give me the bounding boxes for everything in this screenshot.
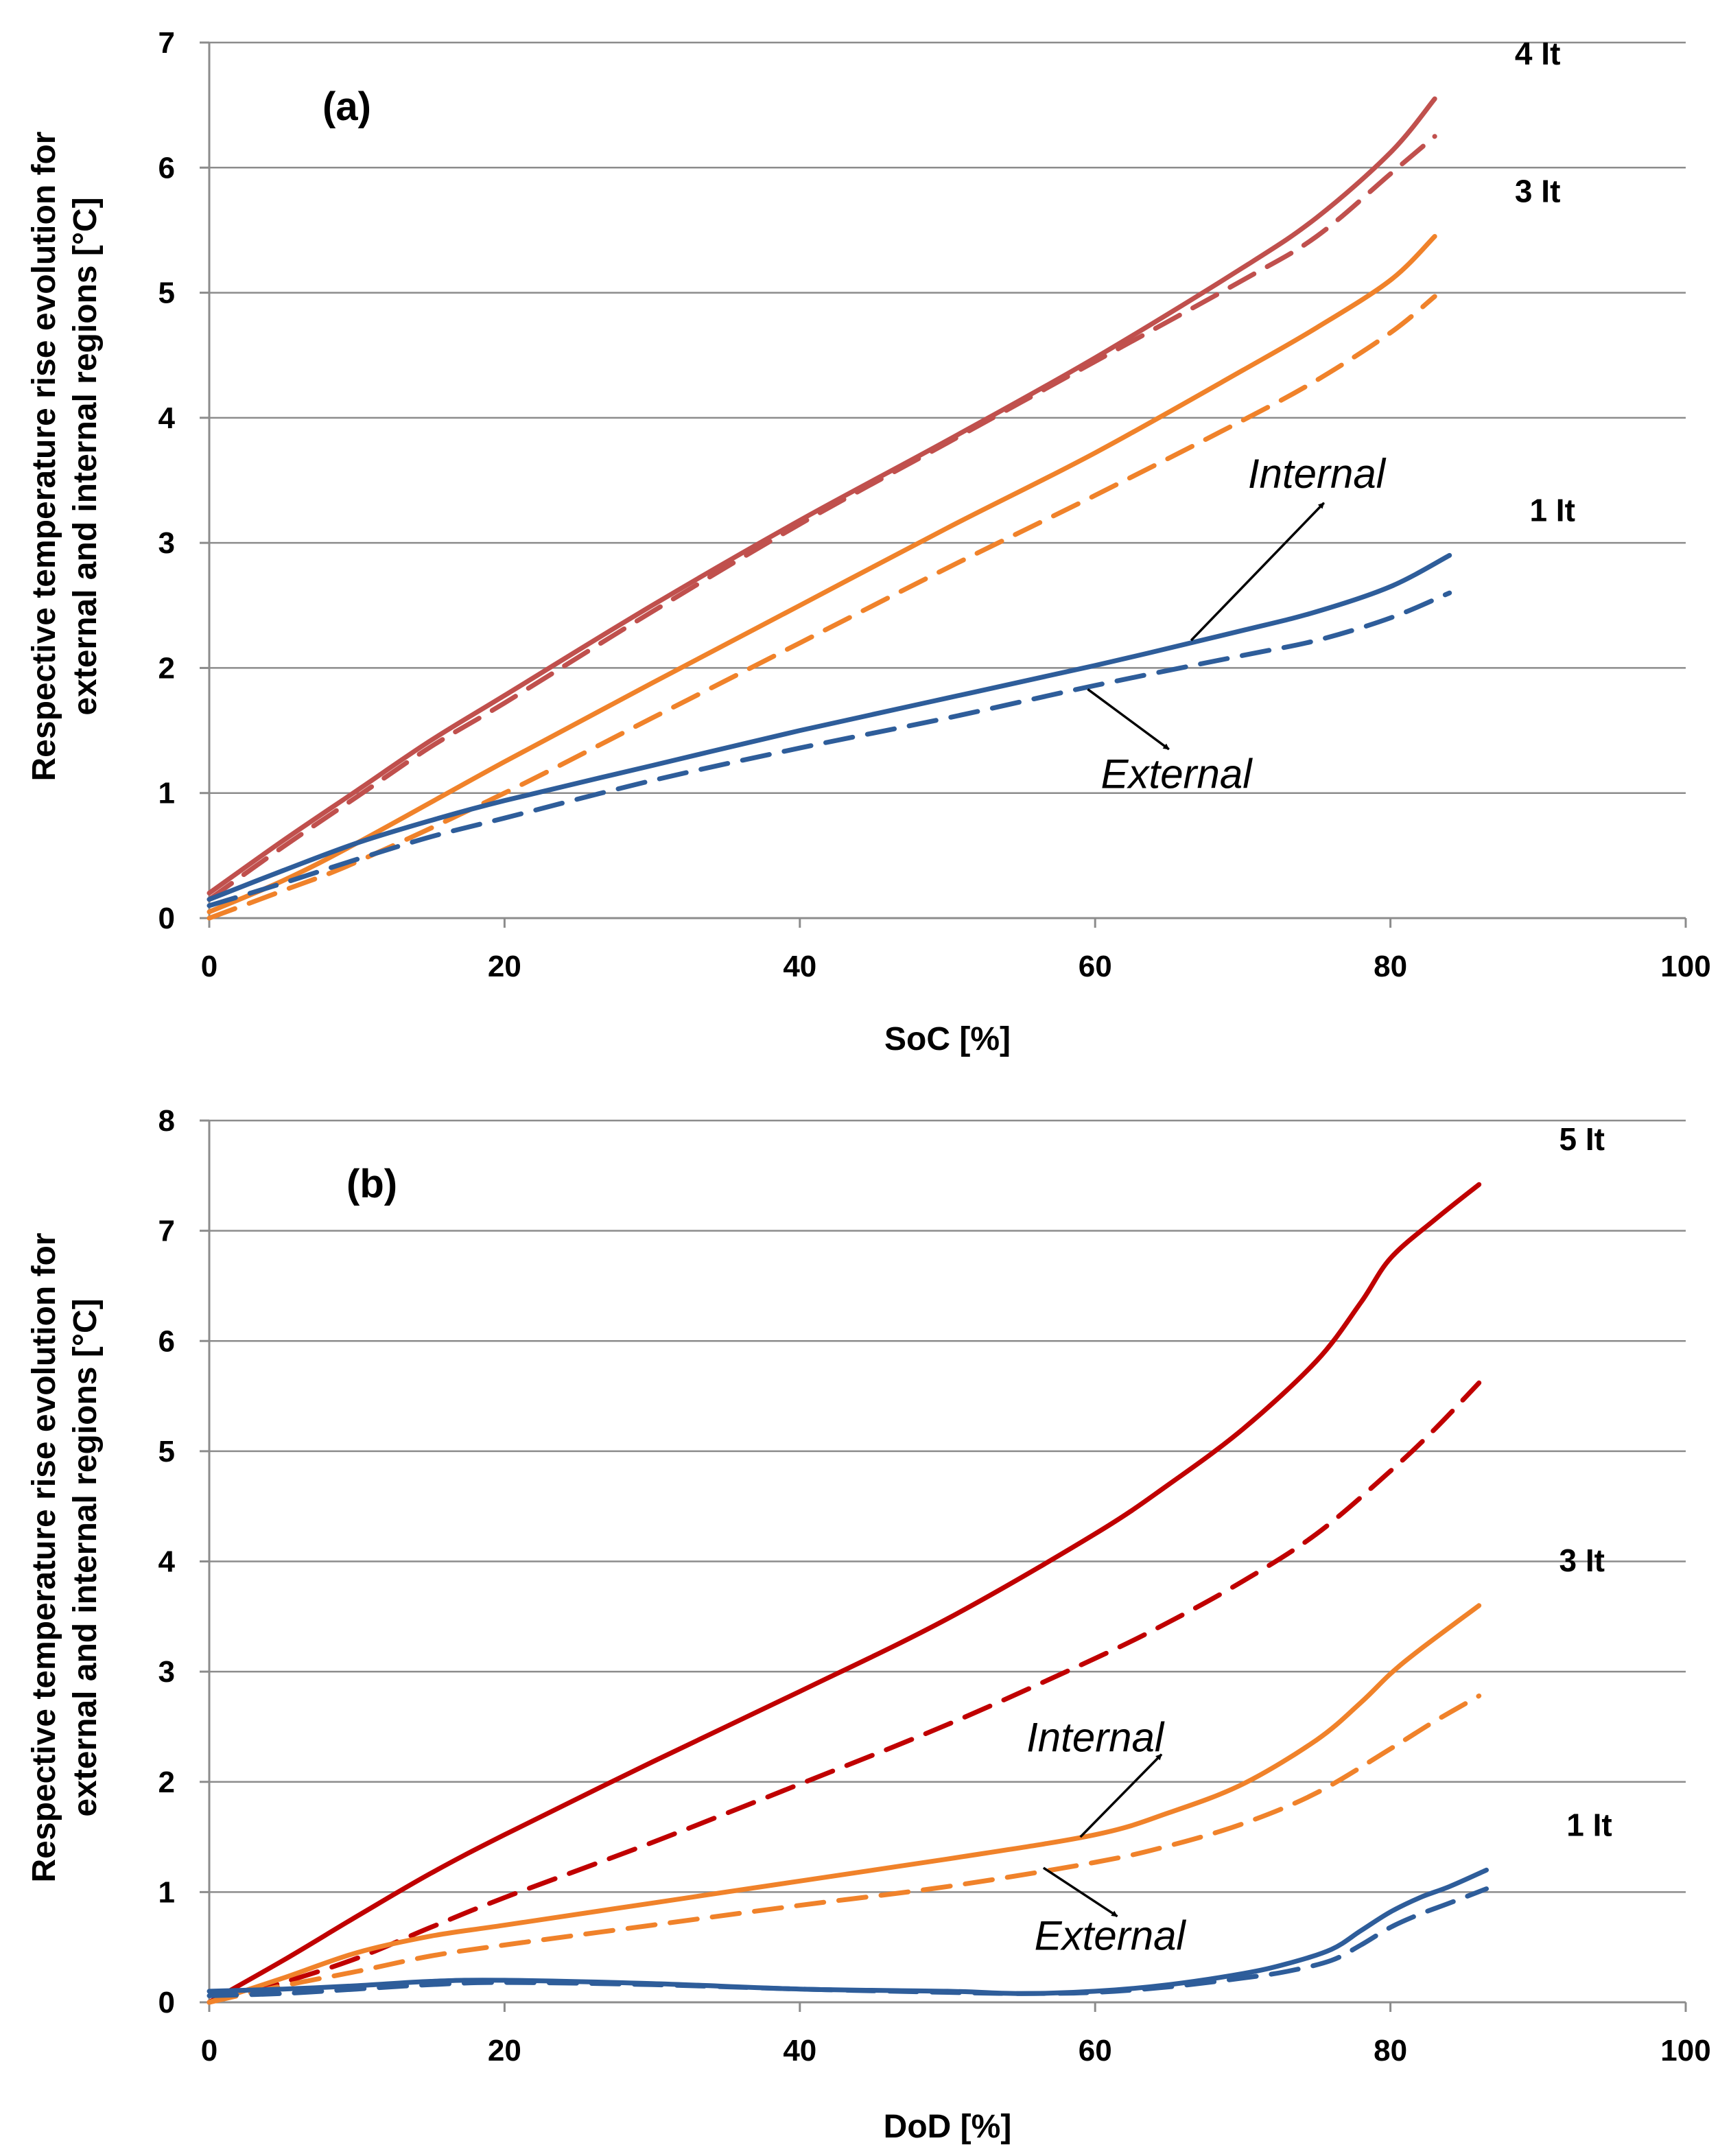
series-label-1-it: 1 It xyxy=(1529,492,1575,528)
series-label-5-it: 5 It xyxy=(1559,1121,1604,1157)
y-tick-label: 5 xyxy=(158,277,175,310)
series-label-3-it: 3 It xyxy=(1559,1543,1604,1578)
series-line-4-it-internal xyxy=(207,96,1437,895)
y-tick-label: 6 xyxy=(158,151,175,185)
series-line-1-it-external xyxy=(207,1886,1489,1998)
y-tick-label: 7 xyxy=(158,26,175,60)
series-label-3-it: 3 It xyxy=(1515,174,1560,209)
plot-area-a: 0 1 2 3 4 5 6 7 0 20 40 60 80 100 4 It 3 It 1 It Internal… xyxy=(158,26,1711,983)
y-tick-label: 4 xyxy=(158,1545,176,1579)
x-tick-label: 80 xyxy=(1374,2034,1407,2067)
chart-panel-a: 0 1 2 3 4 5 6 7 0 20 40 60 80 100 4 It 3 It 1 It Internal… xyxy=(26,26,1711,1057)
y-tick-label: 6 xyxy=(158,1324,175,1358)
y-tick-label: 7 xyxy=(158,1215,175,1248)
y-tick-label: 8 xyxy=(158,1104,175,1138)
x-tick-label: 0 xyxy=(201,950,217,983)
y-tick-label: 2 xyxy=(158,651,175,685)
series-line-3-it-internal xyxy=(207,1603,1482,2005)
annotation-arrow-external xyxy=(1087,688,1170,751)
y-tick-label: 4 xyxy=(158,401,176,435)
x-tick-label: 100 xyxy=(1660,950,1710,983)
series-line-5-it-internal xyxy=(207,1182,1482,2005)
annotation-arrow-external xyxy=(1042,1866,1118,1918)
panel-label-b: (b) xyxy=(346,1162,397,1206)
x-tick-label: 40 xyxy=(783,950,816,983)
series-line-1-it-external xyxy=(207,590,1452,909)
y-axis-title-a-line2: external and internal regions [°C] xyxy=(67,197,104,715)
x-tick-label: 80 xyxy=(1374,950,1407,983)
x-tick-label: 60 xyxy=(1079,2034,1112,2067)
series-label-4-it: 4 It xyxy=(1515,36,1560,71)
y-tick-label: 0 xyxy=(158,902,175,935)
annotation-external: External xyxy=(1035,1913,1187,1959)
annotation-arrow-internal xyxy=(1190,502,1326,642)
panel-label-a: (a) xyxy=(322,84,371,129)
series-line-4-it-external xyxy=(207,134,1437,902)
series-line-1-it-internal xyxy=(207,552,1452,902)
x-axis-title-b: DoD [%] xyxy=(884,2109,1012,2145)
y-tick-label: 2 xyxy=(158,1766,175,1799)
annotation-external: External xyxy=(1101,751,1253,797)
annotation-arrow-internal xyxy=(1079,1753,1163,1838)
y-tick-label: 3 xyxy=(158,1655,175,1689)
x-tick-label: 20 xyxy=(488,2034,521,2067)
series-line-1-it-internal xyxy=(207,1867,1489,1996)
x-tick-label: 100 xyxy=(1660,2034,1710,2067)
x-tick-label: 40 xyxy=(783,2034,816,2067)
series-line-5-it-external xyxy=(207,1380,1482,2005)
y-tick-label: 0 xyxy=(158,1986,175,2019)
x-tick-label: 20 xyxy=(488,950,521,983)
y-tick-label: 5 xyxy=(158,1435,175,1468)
series-line-3-it-external xyxy=(207,1694,1482,2005)
y-axis-title-a-line1: Respective temperature rise evolution fo… xyxy=(26,132,62,782)
series-line-3-it-internal xyxy=(207,234,1437,915)
y-axis-title-b-line2: external and internal regions [°C] xyxy=(67,1298,104,1816)
y-tick-label: 1 xyxy=(158,777,175,810)
x-axis-title-a: SoC [%] xyxy=(884,1021,1011,1057)
y-tick-label: 1 xyxy=(158,1875,175,1909)
annotation-internal: Internal xyxy=(1026,1715,1165,1761)
series-label-1-it: 1 It xyxy=(1566,1807,1612,1842)
annotation-internal: Internal xyxy=(1248,451,1387,497)
y-tick-label: 3 xyxy=(158,526,175,560)
y-axis-title-b-line1: Respective temperature rise evolution fo… xyxy=(26,1233,62,1883)
x-tick-label: 0 xyxy=(201,2034,217,2067)
x-tick-label: 60 xyxy=(1079,950,1112,983)
